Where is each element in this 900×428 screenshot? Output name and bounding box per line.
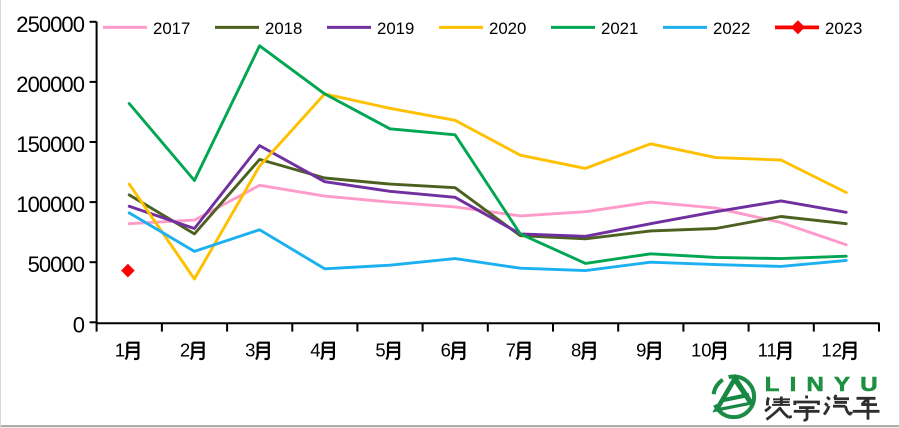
svg-text:6: 6 (441, 340, 451, 361)
svg-text:2017: 2017 (153, 19, 190, 38)
svg-text:50000: 50000 (28, 252, 85, 277)
svg-text:2: 2 (180, 340, 190, 361)
svg-text:4: 4 (310, 340, 320, 361)
svg-text:10: 10 (691, 340, 712, 361)
svg-text:2019: 2019 (377, 19, 414, 38)
svg-text:2018: 2018 (265, 19, 302, 38)
svg-text:250000: 250000 (16, 12, 84, 37)
svg-text:8: 8 (571, 340, 581, 361)
svg-text:12: 12 (821, 340, 842, 361)
svg-text:2020: 2020 (489, 19, 526, 38)
svg-text:100000: 100000 (16, 192, 84, 217)
svg-text:150000: 150000 (16, 132, 84, 157)
svg-text:9: 9 (636, 340, 646, 361)
svg-text:5: 5 (375, 340, 385, 361)
svg-text:1: 1 (115, 340, 125, 361)
svg-text:200000: 200000 (16, 72, 84, 97)
svg-text:2021: 2021 (601, 19, 638, 38)
svg-text:0: 0 (73, 312, 85, 337)
svg-text:2023: 2023 (825, 19, 862, 38)
svg-text:LINYU: LINYU (765, 373, 888, 396)
svg-text:7: 7 (506, 340, 516, 361)
svg-text:2022: 2022 (713, 19, 750, 38)
svg-text:11: 11 (758, 340, 777, 361)
svg-text:3: 3 (245, 340, 255, 361)
